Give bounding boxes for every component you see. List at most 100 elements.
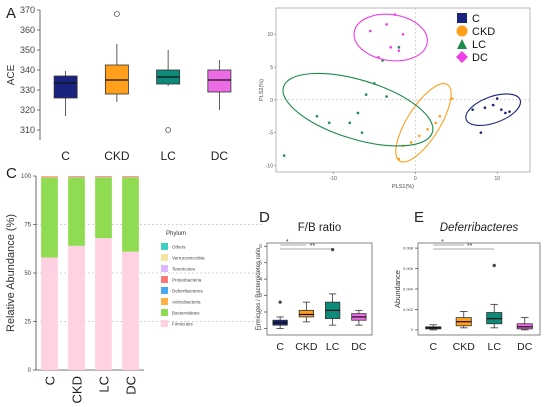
legend-marker-triangle — [457, 39, 467, 49]
y-tick-label: 360 — [20, 25, 35, 35]
point-lc — [315, 114, 319, 118]
x-tick-label: LC — [326, 341, 340, 353]
y-tick-label: 340 — [20, 65, 35, 75]
point-ckd — [438, 114, 442, 118]
point-dc — [385, 23, 388, 26]
x-tick-label: LC — [160, 149, 176, 163]
chart-title: Deferribacteres — [440, 222, 519, 234]
bar-segment-firmicutes — [122, 251, 139, 370]
x-tick-label: CKD — [453, 341, 476, 353]
y-tick-label: 6 — [259, 244, 262, 250]
plot-frame — [266, 242, 373, 336]
point-c — [471, 108, 474, 111]
point-dc — [368, 29, 372, 33]
x-tick-label: CKD — [104, 149, 130, 163]
y-tick-label: 4 — [259, 277, 262, 283]
legend-label: LC — [472, 39, 486, 51]
box-dc — [207, 69, 232, 93]
legend-label: Actinobacteria — [172, 300, 201, 305]
y-tick-label: 75 — [24, 223, 31, 229]
point-c — [495, 97, 499, 100]
y-tick-label: 0 — [270, 98, 273, 104]
legend-label: CKD — [472, 26, 495, 38]
bar-segment-actinobacteria — [122, 176, 139, 178]
x-tick-label: LC — [97, 376, 112, 393]
point-lc — [356, 111, 360, 115]
y-tick-label: 3 — [259, 293, 262, 299]
x-axis-label: PLS1(%) — [392, 184, 414, 190]
point-ckd — [450, 97, 454, 100]
bar-segment-actinobacteria — [68, 176, 85, 178]
legend-swatch — [161, 243, 168, 250]
y-tick-label: 0.008 — [403, 245, 414, 250]
legend-label: DC — [472, 52, 488, 64]
legend-label: Bacteroidetes — [172, 311, 200, 316]
y-tick-label: 25 — [24, 320, 31, 326]
legend-swatch — [161, 254, 168, 261]
point-lc — [397, 46, 401, 49]
legend-label: Others — [172, 245, 186, 250]
bar-segment-actinobacteria — [95, 176, 112, 178]
x-tick-label: CKD — [70, 376, 85, 403]
bar-segment-firmicutes — [41, 257, 58, 370]
outlier-point — [330, 247, 335, 252]
point-dc — [377, 55, 380, 59]
legend-label: Deferribacteres — [172, 289, 204, 294]
ellipse-c — [465, 93, 521, 126]
legend-swatch — [161, 298, 168, 305]
y-tick-label: 100 — [21, 174, 32, 180]
point-dc — [389, 46, 393, 49]
point-lc — [327, 121, 331, 125]
ellipse-lc — [282, 72, 434, 147]
y-tick-label: 2 — [259, 310, 262, 316]
y-tick-label: 1 — [259, 326, 262, 332]
bar-segment-bacteroidetes — [41, 177, 58, 258]
point-lc — [348, 121, 352, 125]
point-ckd — [409, 141, 413, 144]
legend-swatch — [161, 320, 168, 327]
x-tick-label: C — [61, 149, 70, 163]
legend-label: Firmicutes — [172, 322, 194, 327]
y-tick-label: -5 — [269, 131, 274, 137]
y-axis-label: Firmicutes / Bacteroidetes ratio — [256, 247, 262, 330]
y-tick-label: 0 — [28, 368, 32, 374]
outlier-point — [278, 300, 282, 304]
point-c — [504, 111, 507, 115]
x-tick-label: DC — [124, 376, 139, 395]
significance-label: ** — [310, 243, 316, 250]
x-tick-label: C — [276, 341, 284, 353]
y-tick-label: 0.004 — [403, 286, 414, 291]
y-axis-label: PLS2(%) — [259, 79, 265, 101]
point-lc — [360, 131, 364, 134]
y-tick-label: 330 — [20, 85, 35, 95]
legend-swatch — [161, 309, 168, 316]
y-tick-label: 0 — [411, 327, 414, 332]
point-ckd — [434, 121, 438, 125]
legend-marker-circle — [456, 25, 468, 37]
significance-label: ** — [467, 243, 473, 250]
point-dc — [401, 32, 405, 36]
panel-e: 0 0.002 0.004 0.006 0.008 Abundance Deferribac… — [393, 222, 541, 353]
bar-segment-bacteroidetes — [122, 177, 139, 252]
box-c — [53, 75, 78, 99]
bar-segment-bacteroidetes — [95, 177, 112, 239]
panel-label-a: A — [6, 5, 16, 22]
panel-label-e: E — [414, 209, 424, 226]
x-tick-label: C — [429, 341, 437, 353]
legend-swatch — [161, 265, 168, 272]
y-tick-label: 320 — [20, 105, 35, 115]
y-tick-label: 370 — [20, 5, 35, 15]
box-ckd — [298, 309, 314, 318]
y-tick-label: 0.006 — [403, 266, 414, 271]
significance-label: * — [441, 239, 444, 246]
outlier-point — [113, 11, 120, 17]
point-c — [500, 108, 503, 111]
point-lc — [282, 154, 286, 157]
outlier-point — [165, 127, 172, 133]
bar-segment-bacteroidetes — [68, 177, 85, 246]
y-tick-label: 5 — [259, 260, 262, 266]
x-tick-label: CKD — [295, 341, 318, 353]
y-tick-label: -10 — [266, 163, 273, 169]
